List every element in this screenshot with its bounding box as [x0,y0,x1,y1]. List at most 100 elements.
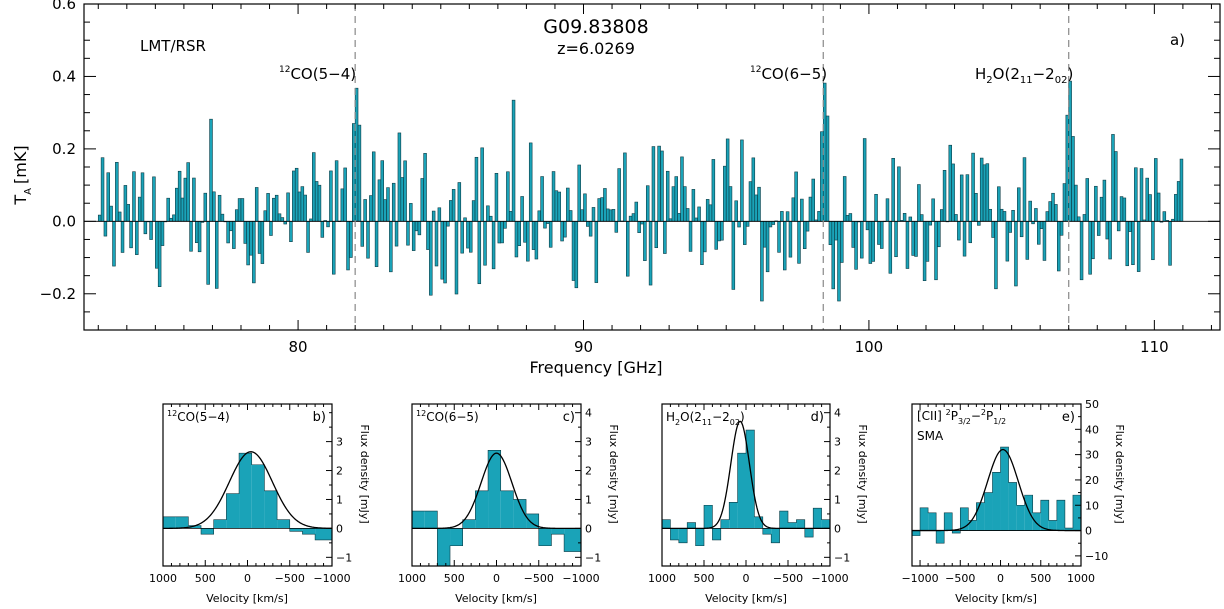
spectrum-bar [954,214,958,222]
histogram-bar [912,530,921,536]
spectrum-bar [132,171,136,222]
spectrum-bar [808,196,813,222]
y-tick-label: 3 [834,436,841,449]
x-tick-label: −1000 [313,572,350,585]
spectrum-bar [371,151,376,222]
spectrum-bar [777,221,781,253]
spectrum-bar [206,221,210,285]
spectrum-bar [688,221,693,252]
spectrum-bar [1057,221,1061,272]
spectrum-bar [922,221,927,282]
spectrum-bar [503,221,507,229]
spectrum-bar [911,221,915,256]
x-tick-label: −500 [275,572,305,585]
spectrum-bar [1148,194,1152,222]
spectrum-bar [580,209,584,222]
spectrum-bar [289,221,293,242]
spectrum-bar [109,205,113,222]
spectrum-bar [551,171,556,222]
x-tick-label: 1000 [648,572,676,585]
spectrum-bar [409,203,413,222]
spectrum-bar [97,214,102,222]
spectrum-bar [885,198,890,222]
spectrum-bar [594,221,599,283]
spectrum-bar [1174,194,1178,222]
spectrum-bar [791,197,796,222]
histogram-bar [670,528,679,540]
spectrum-bar [374,221,379,267]
spectrum-bar [126,204,130,222]
histogram-bar [289,528,303,532]
spectrum-bar [948,144,952,222]
y-tick-label: 10 [1085,499,1099,512]
spectrum-bar [988,208,992,222]
spectrum-bar [403,160,407,222]
spectrum-bar [731,221,736,290]
spectrum-bar [292,170,296,222]
spectrum-bar [263,210,267,222]
spectrum-bar [197,221,202,253]
histogram-bar [500,490,514,529]
spectrum-bar [234,209,239,222]
spectrum-bar [429,221,433,296]
spectrum-bar [523,221,527,243]
histogram-bar [564,528,581,552]
spectrum-bar [329,170,333,222]
main-axis-ticks: 80 90 100 110 −0.2 0.0 0.2 0.4 0.6 [40,0,1220,356]
spectrum-bar [837,221,841,302]
spectrum-bar [1017,187,1021,222]
spectrum-bar [1008,221,1012,233]
spectrum-bar [1176,181,1181,222]
panel-plot-layer: 1000 500 0 −500 −1000 −1 0 1 2 3 4 [398,403,601,585]
spectrum-bar [617,168,621,222]
spectrum-bar [631,213,636,222]
histogram-bar [729,502,738,529]
spectrum-bar [577,164,581,222]
main-spectrum-panel: 80 90 100 110 −0.2 0.0 0.2 0.4 0.6 G09.83808 z=6… [11,0,1221,377]
spectrum-bar [1034,208,1038,222]
spectrum-bar [500,221,504,244]
spectrum-bar [377,179,382,222]
histogram-bar [695,528,704,546]
spectrum-bar [155,221,159,269]
histogram-bar [960,507,969,531]
spectrum-bar [212,191,216,222]
histogram-bar [762,528,772,535]
spectrum-bar [177,170,182,222]
histogram-bar [239,453,252,529]
y-tick-label: 0 [834,522,841,535]
spectrum-bar [300,186,305,222]
spectrum-bar [768,221,773,228]
panel-e-line-label: [CII] 2P3/2−2P1/2 [917,408,1006,426]
spectrum-bar [434,221,439,267]
histogram-bar [175,516,189,529]
spectrum-bar [1082,214,1087,222]
spectrum-bar [166,197,170,222]
spectrum-bar [189,221,193,252]
spectrum-bar [1059,221,1064,236]
spectrum-bar [414,221,419,232]
spectrum-bar [1048,201,1052,222]
spectrum-bar [117,211,122,222]
spectrum-bar [294,167,299,222]
spectrum-bar [997,186,1001,222]
spectrum-bar [534,221,539,260]
spectrum-bar [680,156,684,222]
spectrum-bar [1054,204,1058,222]
y-tick-label: 4 [834,407,841,420]
spectrum-bar [149,221,153,240]
spectrum-bar [626,221,630,277]
spectrum-bar [1139,168,1144,222]
histogram-bar [1032,512,1041,531]
spectrum-bar [685,208,690,222]
spectrum-bar [420,178,424,222]
spectrum-bar [386,187,390,222]
spectrum-bar [332,221,336,275]
spectrum-bar [237,198,242,222]
x-tick-label: 0 [743,572,750,585]
spectrum-bar [1094,185,1098,222]
spectrum-bar [643,221,647,261]
spectrum-bar [979,157,984,222]
histogram-bar [277,519,290,529]
spectrum-bar [1136,221,1141,272]
